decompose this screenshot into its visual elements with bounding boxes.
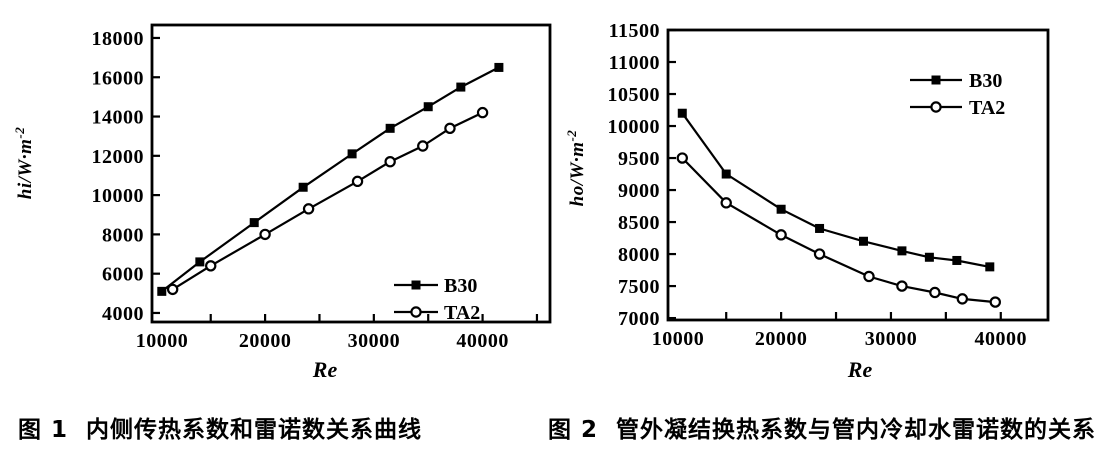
marker-filled-square	[985, 262, 995, 272]
caption-figure-1: 图 1 内侧传热系数和雷诺数关系曲线	[18, 410, 422, 444]
y-tick-label: 4000	[102, 303, 144, 325]
figure-2-title: 管外凝结换热系数与管内冷却水雷诺数的关系	[616, 417, 1095, 443]
marker-filled-square	[677, 108, 687, 118]
marker-filled-square	[924, 252, 934, 262]
figure-1-title: 内侧传热系数和雷诺数关系曲线	[86, 417, 423, 443]
x-tick-label: 10000	[652, 328, 705, 350]
x-tick-label: 10000	[136, 330, 189, 352]
y-tick-label: 10500	[608, 84, 661, 106]
marker-open-circle	[896, 280, 908, 292]
caption-figure-2: 图 2 管外凝结换热系数与管内冷却水雷诺数的关系	[548, 410, 1095, 444]
marker-open-circle	[989, 296, 1001, 308]
marker-open-circle	[259, 228, 271, 241]
marker-filled-square	[931, 75, 941, 85]
y-tick-label: 8000	[102, 224, 144, 246]
marker-filled-square	[157, 286, 167, 296]
marker-open-circle	[863, 270, 875, 283]
legend-label-TA2: TA2	[969, 97, 1005, 119]
marker-filled-square	[249, 218, 259, 228]
marker-open-circle	[775, 229, 787, 241]
x-tick-label: 40000	[975, 328, 1028, 350]
marker-filled-square	[347, 149, 357, 159]
marker-filled-square	[952, 255, 962, 265]
marker-filled-square	[411, 280, 421, 290]
series-line-TA2	[171, 111, 484, 291]
marker-open-circle	[351, 175, 364, 188]
x-tick-label: 40000	[456, 330, 509, 352]
marker-filled-square	[494, 62, 504, 72]
x-axis-label: Re	[847, 357, 873, 382]
figure-2-number: 图 2	[548, 417, 599, 443]
legend-label-TA2: TA2	[444, 302, 480, 324]
marker-filled-square	[815, 223, 825, 233]
series-line-TA2	[681, 156, 997, 304]
marker-filled-square	[423, 102, 433, 112]
y-tick-label: 7500	[618, 276, 660, 298]
marker-open-circle	[476, 106, 489, 119]
y-tick-label: 9500	[618, 148, 660, 170]
marker-open-circle	[929, 286, 941, 299]
x-tick-label: 20000	[755, 328, 808, 350]
y-tick-label: 16000	[92, 67, 145, 89]
marker-filled-square	[721, 169, 731, 179]
y-tick-label: 6000	[102, 264, 144, 286]
figure-1-number: 图 1	[18, 417, 69, 443]
plot-border	[666, 28, 1050, 322]
legend-label-B30: B30	[444, 275, 477, 297]
y-tick-label: 8000	[618, 244, 660, 266]
marker-filled-square	[456, 82, 466, 92]
marker-open-circle	[956, 293, 969, 305]
marker-open-circle	[676, 152, 688, 164]
y-tick-label: 10000	[92, 185, 145, 207]
marker-open-circle	[417, 140, 429, 152]
series-line-B30	[160, 66, 500, 293]
marker-open-circle	[410, 306, 422, 318]
chart-figure-1: 4000 6000 8000 10000 12000 14000 16000 18000 100…	[12, 23, 552, 382]
marker-filled-square	[385, 123, 395, 133]
y-tick-label: 11500	[609, 20, 660, 42]
chart-figure-2: 7000 7500 8000 8500 9000 9500 10000 10500 11000 1…	[564, 20, 1050, 382]
marker-open-circle	[384, 156, 396, 168]
y-tick-label: 14000	[92, 107, 145, 129]
y-tick-label: 7000	[618, 308, 660, 330]
y-axis-label: ho/W·m-2	[564, 130, 588, 207]
y-tick-label: 18000	[92, 28, 145, 50]
marker-open-circle	[444, 122, 456, 135]
y-tick-label: 9000	[618, 180, 660, 202]
series-line-B30	[681, 112, 991, 268]
plot-border	[150, 23, 552, 324]
marker-open-circle	[930, 101, 942, 113]
y-axis-label: hi/W·m-2	[12, 127, 36, 199]
marker-filled-square	[298, 182, 308, 192]
marker-open-circle	[205, 260, 217, 272]
marker-open-circle	[813, 248, 826, 260]
captions-row: 图 1 内侧传热系数和雷诺数关系曲线 图 2 管外凝结换热系数与管内冷却水雷诺数的关…	[0, 410, 1095, 450]
marker-open-circle	[166, 283, 179, 296]
marker-open-circle	[720, 197, 732, 209]
x-tick-label: 30000	[865, 328, 918, 350]
legend-label-B30: B30	[969, 70, 1002, 92]
x-axis-label: Re	[312, 357, 338, 382]
x-tick-label: 20000	[239, 330, 292, 352]
y-tick-label: 10000	[608, 116, 661, 138]
marker-filled-square	[897, 246, 907, 256]
y-tick-label: 11000	[609, 52, 660, 74]
marker-filled-square	[776, 204, 786, 214]
x-tick-label: 30000	[348, 330, 401, 352]
y-tick-label: 12000	[92, 146, 145, 168]
marker-open-circle	[302, 203, 315, 215]
marker-filled-square	[858, 236, 868, 246]
y-tick-label: 8500	[618, 212, 660, 234]
marker-filled-square	[195, 257, 205, 267]
